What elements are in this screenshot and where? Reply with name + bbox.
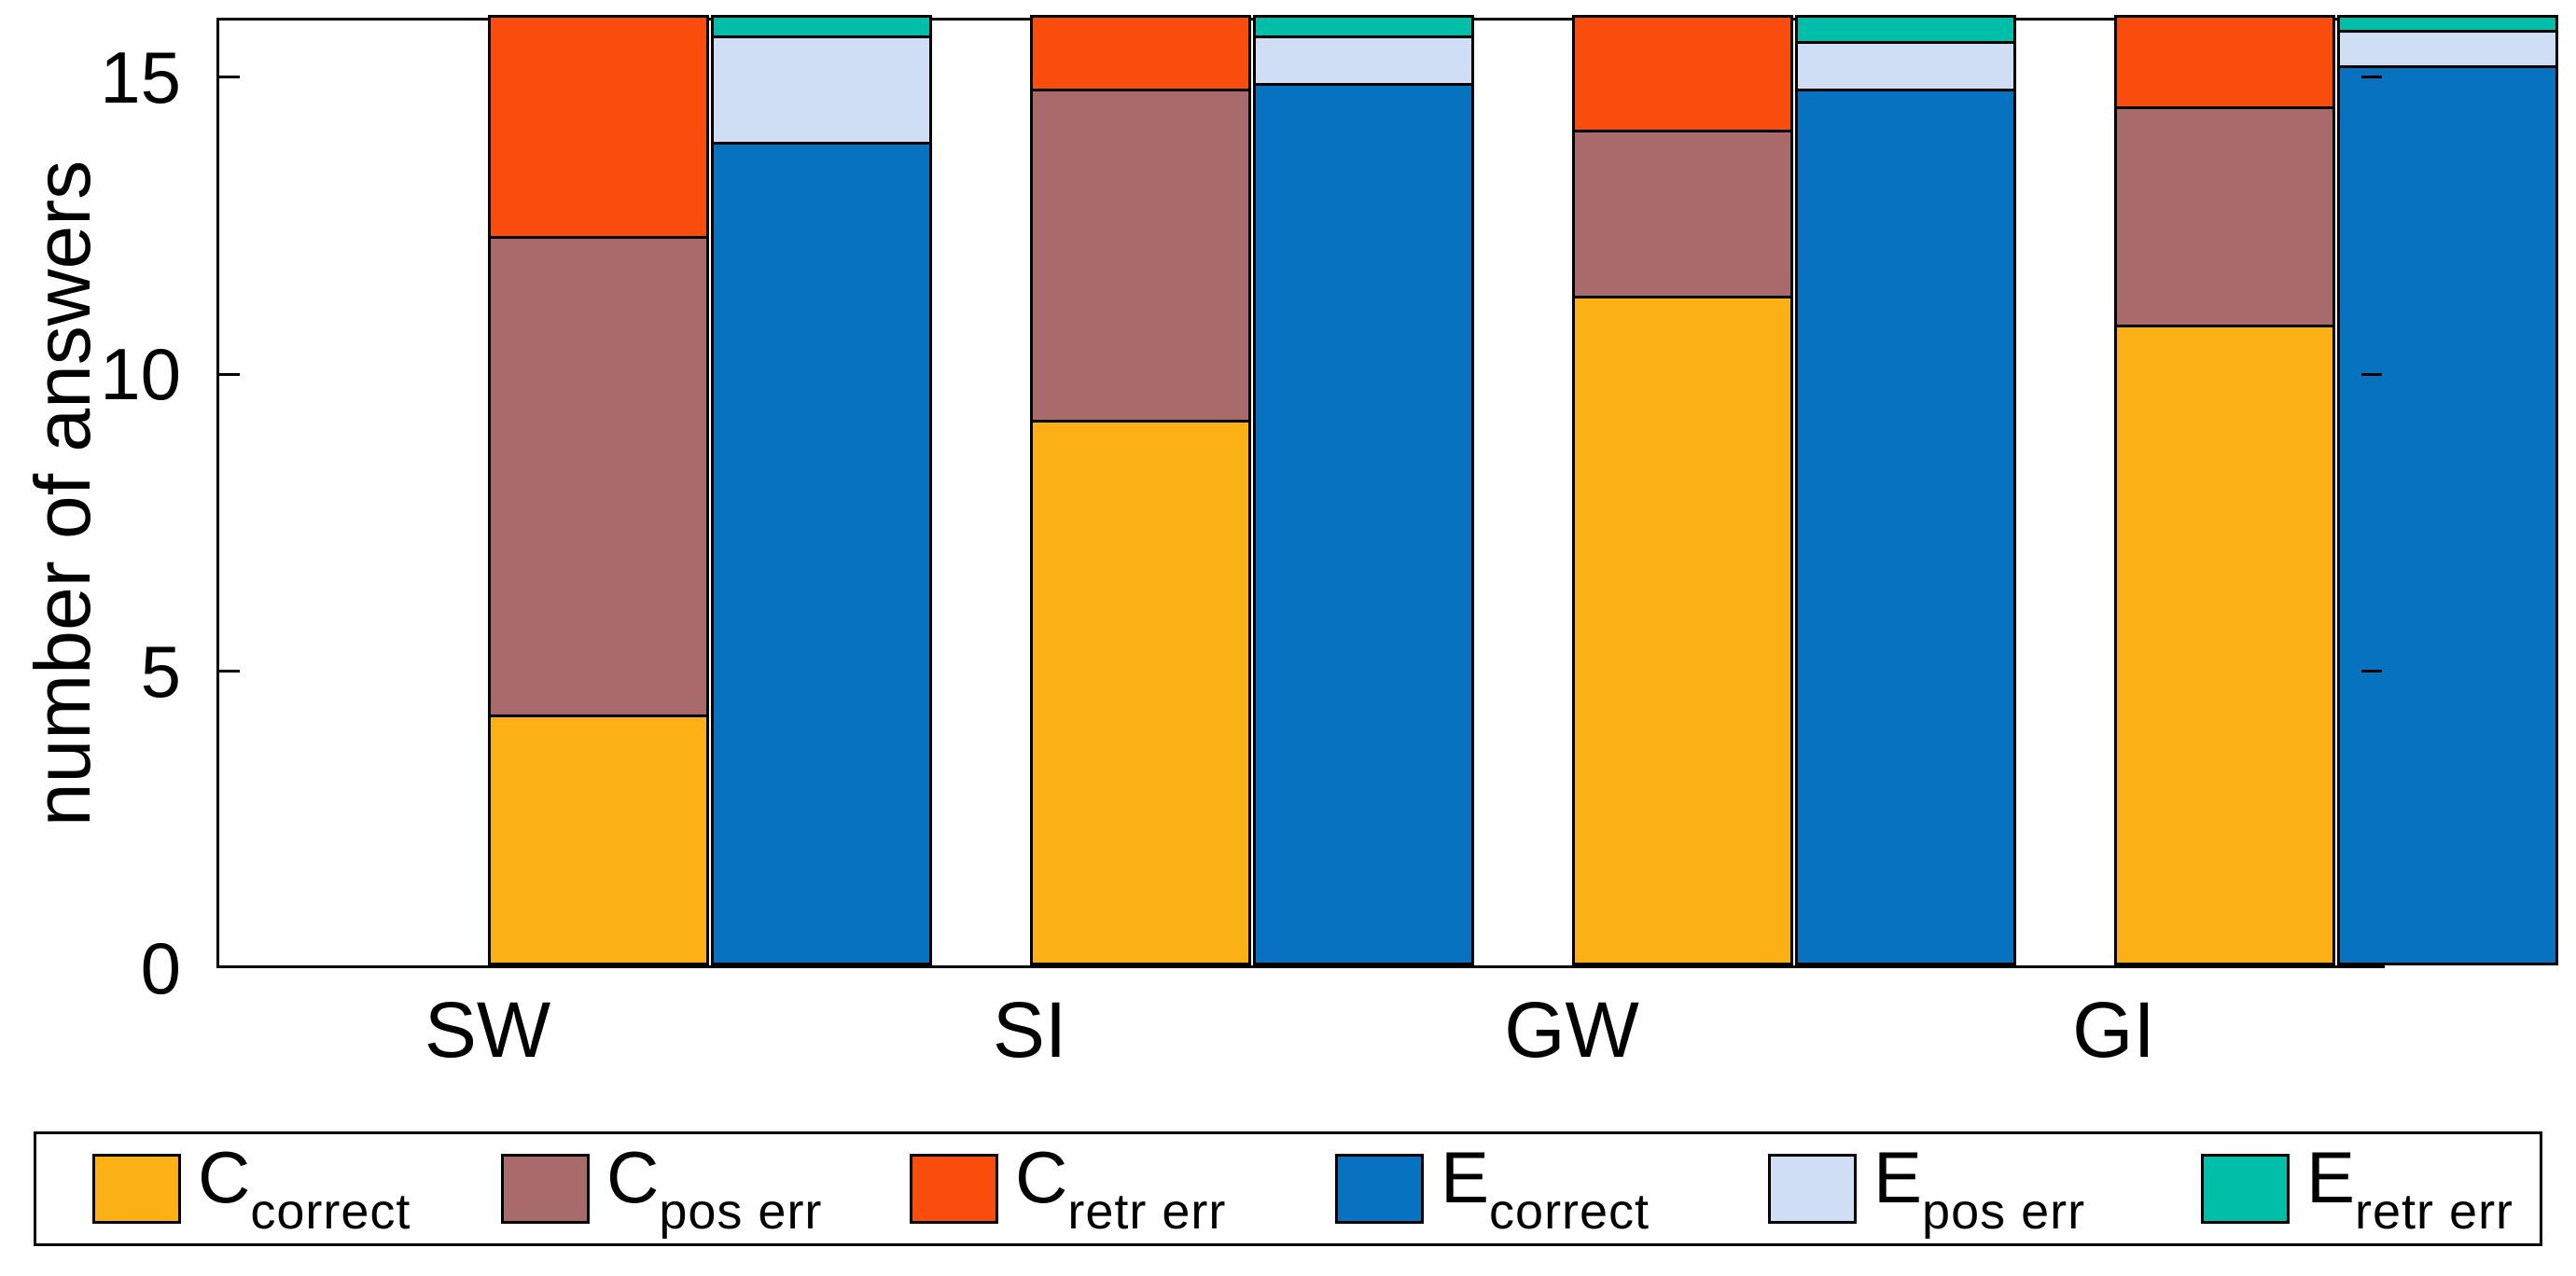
legend-label-C_pos_err: Cpos err: [606, 1136, 823, 1240]
legend-swatch-C_pos_err: [501, 1154, 590, 1224]
x-tick-label-GI: GI: [2072, 986, 2155, 1074]
bar-segment-SW-C_retr_err: [491, 18, 706, 237]
legend-swatch-C_retr_err: [910, 1154, 998, 1224]
legend-item-C_pos_err: Cpos err: [501, 1134, 822, 1243]
legend-swatch-C_correct: [92, 1154, 181, 1224]
legend-label-C_correct: Ccorrect: [198, 1136, 411, 1240]
legend-item-E_retr_err: Eretr err: [2201, 1134, 2513, 1243]
legend-swatch-E_pos_err: [1768, 1154, 1857, 1224]
plot-area: [216, 15, 2558, 968]
legend-label-E_retr_err: Eretr err: [2306, 1136, 2514, 1240]
legend-item-E_correct: Ecorrect: [1335, 1134, 1650, 1243]
bar-segment-GI-C_correct: [2117, 325, 2332, 963]
bar-segment-SW-E_pos_err: [714, 35, 929, 142]
bar-segment-GI-C_retr_err: [2117, 18, 2332, 106]
bar-segment-GI-C_pos_err: [2117, 105, 2332, 326]
x-tick-label-GW: GW: [1504, 986, 1639, 1074]
bar-GW-C: [1572, 15, 1793, 965]
bar-segment-SI-C_correct: [1033, 419, 1248, 963]
bar-segment-SW-E_retr_err: [714, 18, 929, 35]
bar-GW-E: [1795, 15, 2016, 965]
legend-item-C_retr_err: Cretr err: [910, 1134, 1226, 1243]
legend-label-E_pos_err: Epos err: [1873, 1136, 2086, 1240]
bar-segment-GI-E_retr_err: [2340, 18, 2555, 30]
y-tick-label-0: 0: [140, 927, 181, 1009]
bar-segment-GW-C_retr_err: [1575, 18, 1790, 131]
y-tick-label-5: 5: [140, 630, 181, 713]
bar-GI-E: [2337, 15, 2558, 965]
legend: Ccorrect Cpos err Cretr err Ecorrect Epos er…: [34, 1131, 2542, 1246]
legend-label-C_retr_err: Cretr err: [1015, 1136, 1227, 1240]
bar-segment-SI-E_pos_err: [1256, 35, 1471, 83]
bar-segment-SI-C_pos_err: [1033, 88, 1248, 420]
bar-SW-E: [711, 15, 932, 965]
legend-item-E_pos_err: Epos err: [1768, 1134, 2085, 1243]
bar-segment-GW-C_pos_err: [1575, 130, 1790, 296]
bar-segment-GW-E_pos_err: [1798, 41, 2013, 89]
y-axis-label: number of answers: [19, 160, 106, 826]
bar-segment-GI-E_pos_err: [2340, 29, 2555, 65]
legend-item-C_correct: Ccorrect: [92, 1134, 411, 1243]
bar-segment-SW-C_pos_err: [491, 236, 706, 715]
left-tick-10: [219, 372, 240, 376]
bar-SW-C: [488, 15, 709, 965]
bar-GI-C: [2114, 15, 2335, 965]
bar-segment-GI-E_correct: [2340, 64, 2555, 963]
bar-segment-SI-E_retr_err: [1256, 18, 1471, 35]
bar-segment-GW-C_correct: [1575, 295, 1790, 963]
x-tick-label-SW: SW: [424, 986, 551, 1074]
bar-segment-SW-C_correct: [491, 714, 706, 963]
bar-segment-GW-E_correct: [1798, 88, 2013, 963]
bar-SI-C: [1030, 15, 1251, 965]
bar-SI-E: [1253, 15, 1474, 965]
x-tick-label-SI: SI: [992, 986, 1067, 1074]
y-tick-label-15: 15: [100, 35, 181, 118]
right-tick-10: [2361, 372, 2382, 376]
legend-swatch-E_retr_err: [2201, 1154, 2290, 1224]
right-tick-5: [2361, 670, 2382, 673]
legend-label-E_correct: Ecorrect: [1441, 1136, 1650, 1240]
bar-segment-GW-E_retr_err: [1798, 18, 2013, 42]
right-tick-15: [2361, 76, 2382, 79]
bar-segment-SW-E_correct: [714, 141, 929, 963]
bar-segment-SI-C_retr_err: [1033, 18, 1248, 89]
bar-segment-SI-E_correct: [1256, 82, 1471, 963]
left-tick-5: [219, 670, 240, 673]
left-tick-15: [219, 76, 240, 79]
legend-swatch-E_correct: [1335, 1154, 1424, 1224]
y-tick-label-10: 10: [100, 333, 181, 416]
